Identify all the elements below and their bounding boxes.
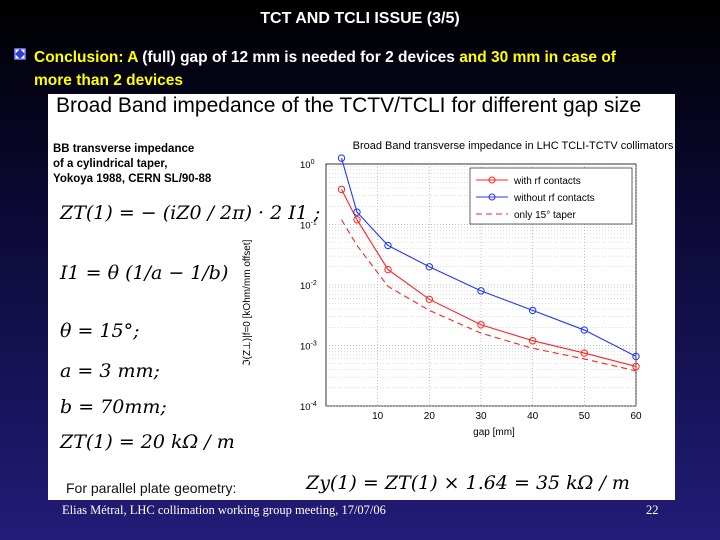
series-line-0 [341,189,637,368]
legend-marker [488,193,496,201]
equation-2: I1 = θ (1/a − 1/b) [60,262,229,284]
diamond-bullet-icon [14,48,26,60]
parallel-equation: Zy(1) = ZT(1) × 1.64 = 35 kΩ / m [306,472,630,494]
y-tick-exponent: 0 [311,159,315,166]
y-tick-exponent: -1 [311,220,317,227]
data-point [337,185,346,194]
page-number: 22 [646,503,659,517]
legend-marker [488,176,496,184]
data-point [384,241,392,250]
series-line-2 [341,219,637,372]
x-tick-label: 60 [630,411,642,422]
x-tick-label: 30 [475,411,487,422]
y-tick-label: 10-2 [300,280,317,292]
conclusion-part3: and 30 mm in case of [459,49,616,66]
y-axis-label: ℑ(Z⊥)|f=0 [kOhm/mm offset] [242,239,253,366]
data-point [337,154,346,162]
y-tick-exponent: -4 [311,401,317,408]
x-axis-label: gap [mm] [473,427,515,438]
x-tick-label: 50 [579,411,591,422]
figure-heading: Broad Band impedance of the TCTV/TCLI fo… [56,94,642,117]
x-tick-label: 10 [372,411,384,422]
bb-line-2: of a cylindrical taper, [53,158,168,170]
data-point [580,326,589,334]
data-point [528,337,537,345]
data-point [353,216,361,224]
slide-title: TCT AND TCLI ISSUE (3/5) [260,10,460,27]
conclusion-part2: (full) gap of 12 mm is needed for 2 devi… [137,49,460,66]
footer-text: Elias Métral, LHC collimation working gr… [62,503,386,517]
impedance-chart: Broad Band transverse impedance in LHC T… [242,140,673,438]
data-point [580,349,589,357]
y-tick-label: 10-3 [300,341,317,353]
equation-6: ZT(1) = 20 kΩ / m [60,431,235,453]
data-point [425,295,434,304]
data-point [528,306,537,315]
bb-line-3: Yokoya 1988, CERN SL/90-88 [53,173,212,185]
x-tick-label: 40 [527,411,539,422]
y-tick-label: 10-4 [300,401,317,413]
legend-entry: only 15° taper [514,210,576,221]
conclusion-text: Conclusion: A (full) gap of 12 mm is nee… [34,46,714,92]
data-point [353,208,361,216]
data-point [477,287,485,295]
conclusion-part1: Conclusion: A [34,49,138,66]
y-tick-exponent: -3 [311,341,317,348]
bb-reference: BB transverse impedance of a cylindrical… [53,142,211,187]
conclusion-part4: more than 2 devices [34,72,184,89]
y-tick-exponent: -2 [311,280,317,287]
figure-panel: Broad Band impedance of the TCTV/TCLI fo… [48,94,675,500]
series-line-1 [340,157,637,357]
y-tick-label: 100 [300,159,315,171]
equation-1: ZT(1) = − (iZ0 / 2π) · 2 I1 ; [60,202,321,224]
equation-5: b = 70mm; [60,396,167,418]
equation-3: θ = 15°; [60,320,140,342]
bb-line-1: BB transverse impedance [53,143,195,155]
y-tick-label: 10-1 [300,220,317,232]
legend-entry: without rf contacts [513,193,595,204]
data-point [477,321,485,329]
data-point [384,265,392,274]
data-point [632,362,640,371]
chart-title: Broad Band transverse impedance in LHC T… [353,140,673,152]
legend-box [469,167,633,225]
equation-4: a = 3 mm; [60,360,160,382]
data-point [425,263,434,271]
legend-entry: with rf contacts [513,176,581,187]
x-tick-label: 20 [424,411,436,422]
data-point [632,352,640,361]
parallel-label: For parallel plate geometry: [66,480,237,496]
